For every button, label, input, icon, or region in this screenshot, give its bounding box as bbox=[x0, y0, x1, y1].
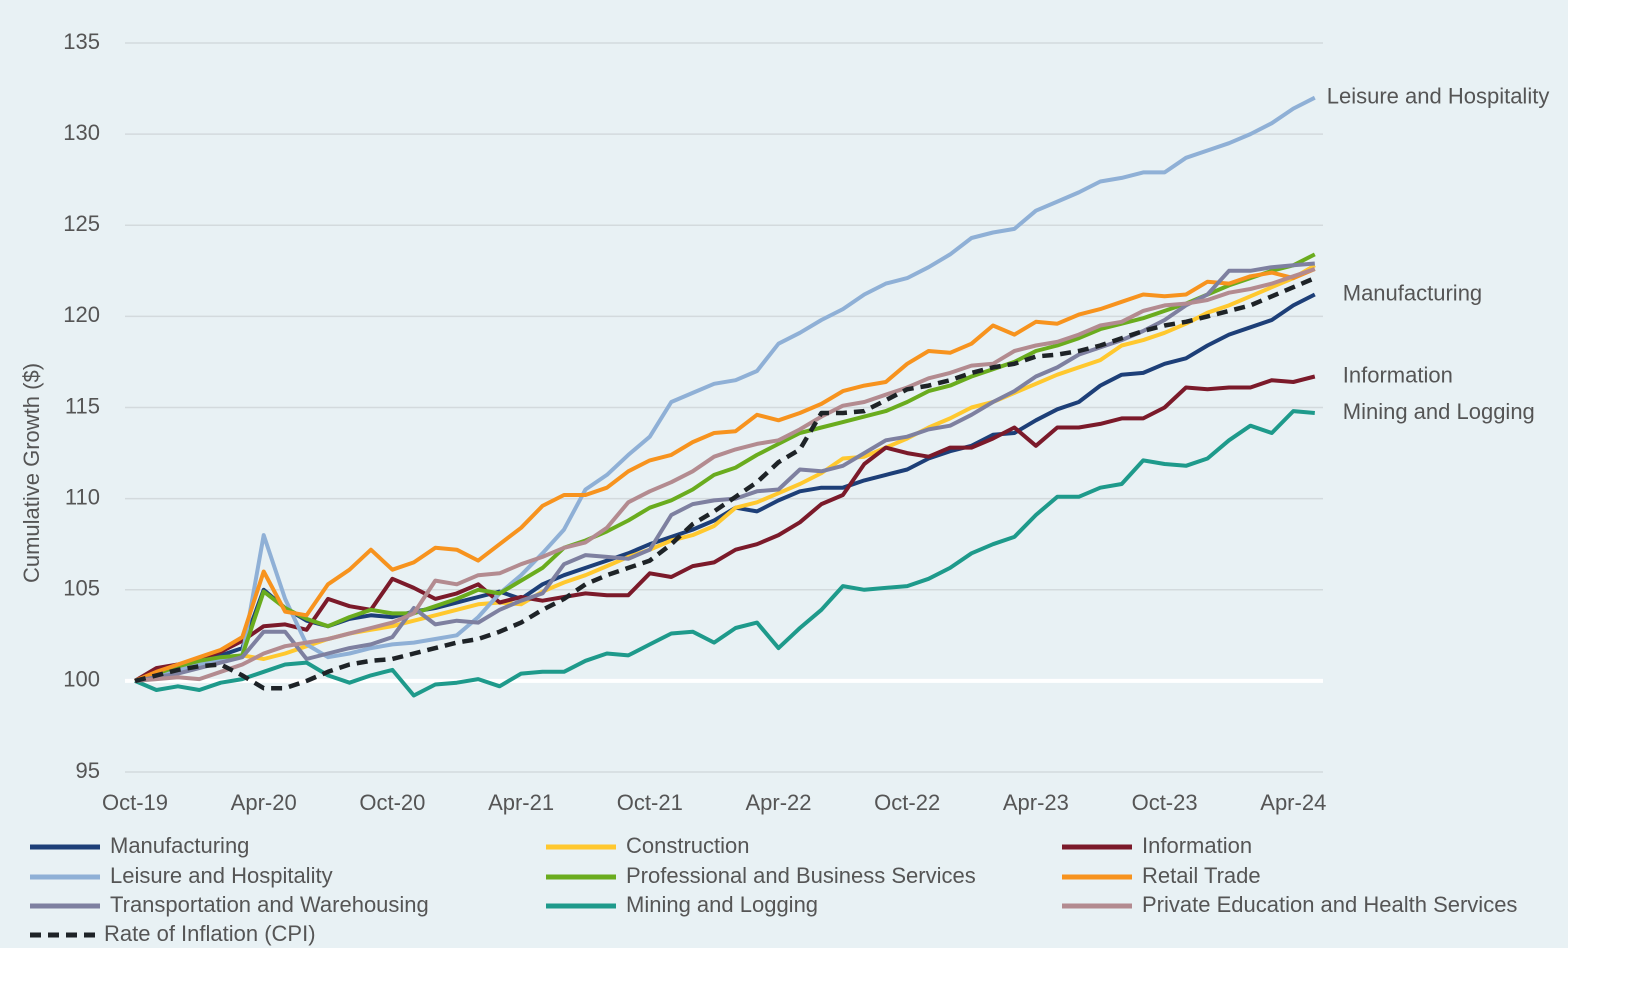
y-tick-label: 95 bbox=[76, 758, 100, 783]
x-tick-label: Apr-20 bbox=[231, 790, 297, 815]
legend-label: Construction bbox=[626, 833, 750, 858]
legend-label: Transportation and Warehousing bbox=[110, 892, 429, 917]
series-line bbox=[134, 267, 1316, 683]
chart: Cumulative Growth ($) 95 100 105 110 115 120 1… bbox=[0, 0, 1568, 948]
x-tick-label: Apr-24 bbox=[1260, 790, 1326, 815]
x-tick-label: Apr-23 bbox=[1003, 790, 1069, 815]
background bbox=[0, 0, 1568, 948]
y-tick-label: 115 bbox=[65, 393, 100, 418]
end-label: Leisure and Hospitality bbox=[1327, 83, 1550, 108]
end-label: Information bbox=[1343, 362, 1453, 387]
series-line bbox=[134, 276, 1316, 691]
legend-label: Professional and Business Services bbox=[626, 863, 976, 888]
legend-label: Rate of Inflation (CPI) bbox=[104, 921, 316, 946]
y-tick-label: 110 bbox=[65, 484, 100, 509]
legend-label: Information bbox=[1142, 833, 1252, 858]
y-tick-label: 105 bbox=[63, 576, 100, 601]
x-tick-label: Apr-21 bbox=[488, 790, 554, 815]
y-tick-label: 130 bbox=[63, 120, 100, 145]
x-tick-label: Oct-22 bbox=[874, 790, 940, 815]
y-tick-label: 100 bbox=[63, 667, 100, 692]
end-label: Manufacturing bbox=[1343, 280, 1482, 305]
x-tick-label: Oct-21 bbox=[617, 790, 683, 815]
x-tick-label: Oct-19 bbox=[102, 790, 168, 815]
legend-label: Mining and Logging bbox=[626, 892, 818, 917]
y-tick-label: 135 bbox=[63, 29, 100, 54]
y-axis-label: Cumulative Growth ($) bbox=[19, 363, 44, 583]
y-tick-label: 125 bbox=[63, 211, 100, 236]
legend-label: Leisure and Hospitality bbox=[110, 863, 333, 888]
series-line bbox=[134, 95, 1316, 683]
legend-label: Retail Trade bbox=[1142, 863, 1261, 888]
series-line bbox=[134, 409, 1315, 698]
series-line bbox=[134, 252, 1316, 683]
series-line bbox=[134, 267, 1316, 683]
x-tick-label: Apr-22 bbox=[745, 790, 811, 815]
y-tick-label: 120 bbox=[63, 302, 100, 327]
x-tick-label: Oct-23 bbox=[1132, 790, 1198, 815]
end-label: Mining and Logging bbox=[1343, 399, 1535, 424]
legend-label: Manufacturing bbox=[110, 833, 249, 858]
legend-label: Private Education and Health Services bbox=[1142, 892, 1517, 917]
series-line bbox=[133, 374, 1316, 683]
x-tick-label: Oct-20 bbox=[359, 790, 425, 815]
